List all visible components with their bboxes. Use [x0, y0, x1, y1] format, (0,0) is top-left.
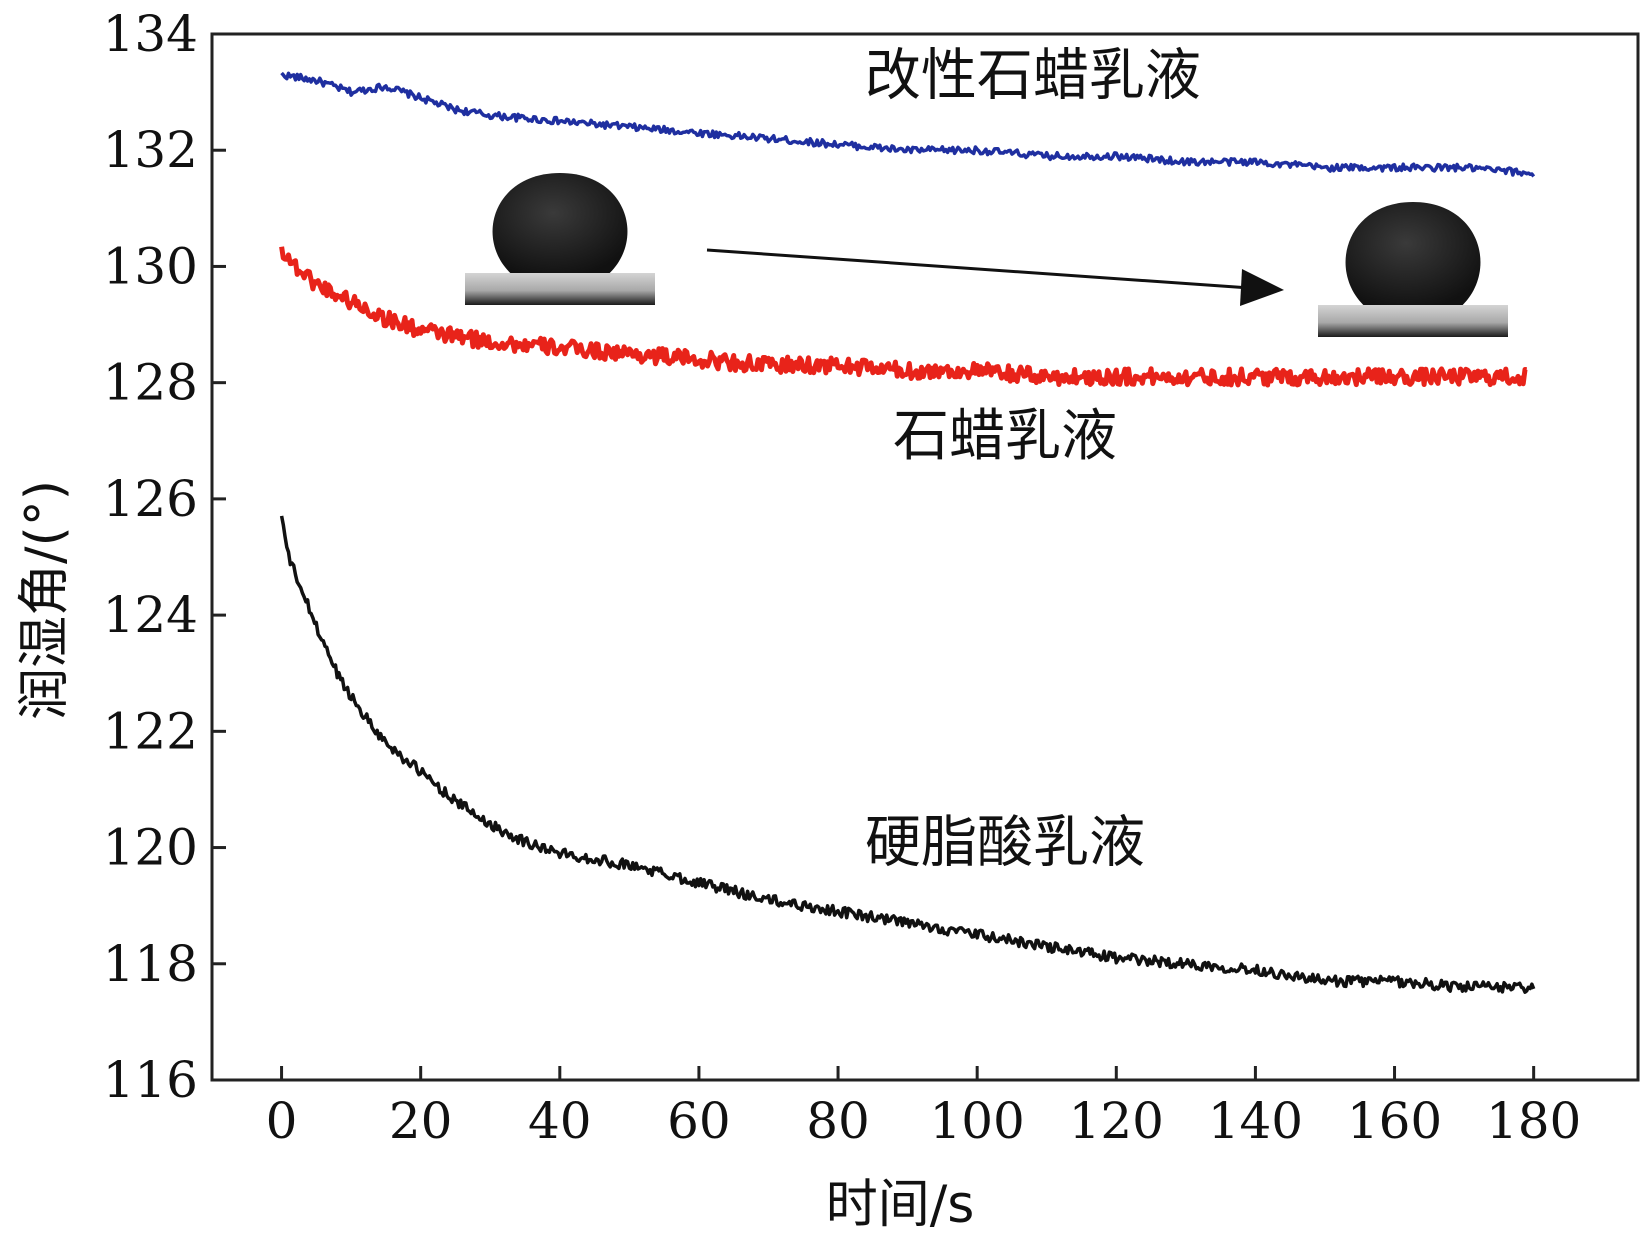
y-tick-label: 124	[103, 586, 198, 644]
series-label: 石蜡乳液	[893, 404, 1117, 469]
x-axis: 0 20 40 60 80 100 120 140 160 180	[266, 1066, 1581, 1150]
x-tick-label: 80	[806, 1092, 870, 1150]
x-tick-label: 100	[929, 1092, 1024, 1150]
x-tick-label: 120	[1069, 1092, 1164, 1150]
substrate-plate	[1318, 305, 1508, 337]
series-line	[279, 246, 1528, 388]
droplet-inset	[465, 173, 1508, 337]
droplet-shape	[1345, 202, 1481, 305]
x-tick-label: 160	[1347, 1092, 1442, 1150]
arrow-shaft	[706, 248, 1251, 290]
droplet-shape	[492, 173, 628, 273]
y-axis-title: 润湿角/(°)	[15, 480, 75, 720]
series-label: 硬脂酸乳液	[865, 811, 1145, 876]
x-tick-label: 140	[1208, 1092, 1303, 1150]
x-tick-label: 60	[667, 1092, 731, 1150]
series-line	[280, 71, 1536, 178]
series-layer	[279, 71, 1536, 994]
plot-border	[210, 32, 1640, 1082]
series-label: 改性石蜡乳液	[865, 44, 1201, 109]
y-axis: 116 118 120 122 124 126 128 130 132 134	[103, 5, 226, 1109]
x-tick-label: 0	[266, 1092, 298, 1150]
y-tick-label: 134	[103, 5, 198, 63]
x-axis-title: 时间/s	[826, 1175, 975, 1233]
y-tick-label: 118	[103, 935, 198, 993]
arrow-head	[1240, 269, 1284, 306]
y-tick-label: 130	[103, 237, 198, 295]
x-tick-label: 180	[1486, 1092, 1581, 1150]
y-tick-label: 120	[103, 819, 198, 877]
x-tick-label: 40	[528, 1092, 592, 1150]
y-tick-label: 126	[103, 470, 198, 528]
x-tick-label: 20	[389, 1092, 453, 1150]
droplet	[465, 173, 655, 305]
y-tick-label: 116	[103, 1051, 198, 1109]
y-tick-label: 122	[103, 702, 198, 760]
y-tick-label: 132	[103, 121, 198, 179]
plot-frame	[210, 32, 1640, 1082]
substrate-plate	[465, 273, 655, 305]
arrow-icon	[706, 248, 1284, 306]
y-tick-label: 128	[103, 354, 198, 412]
droplet	[1318, 202, 1508, 337]
series-line	[279, 515, 1536, 994]
